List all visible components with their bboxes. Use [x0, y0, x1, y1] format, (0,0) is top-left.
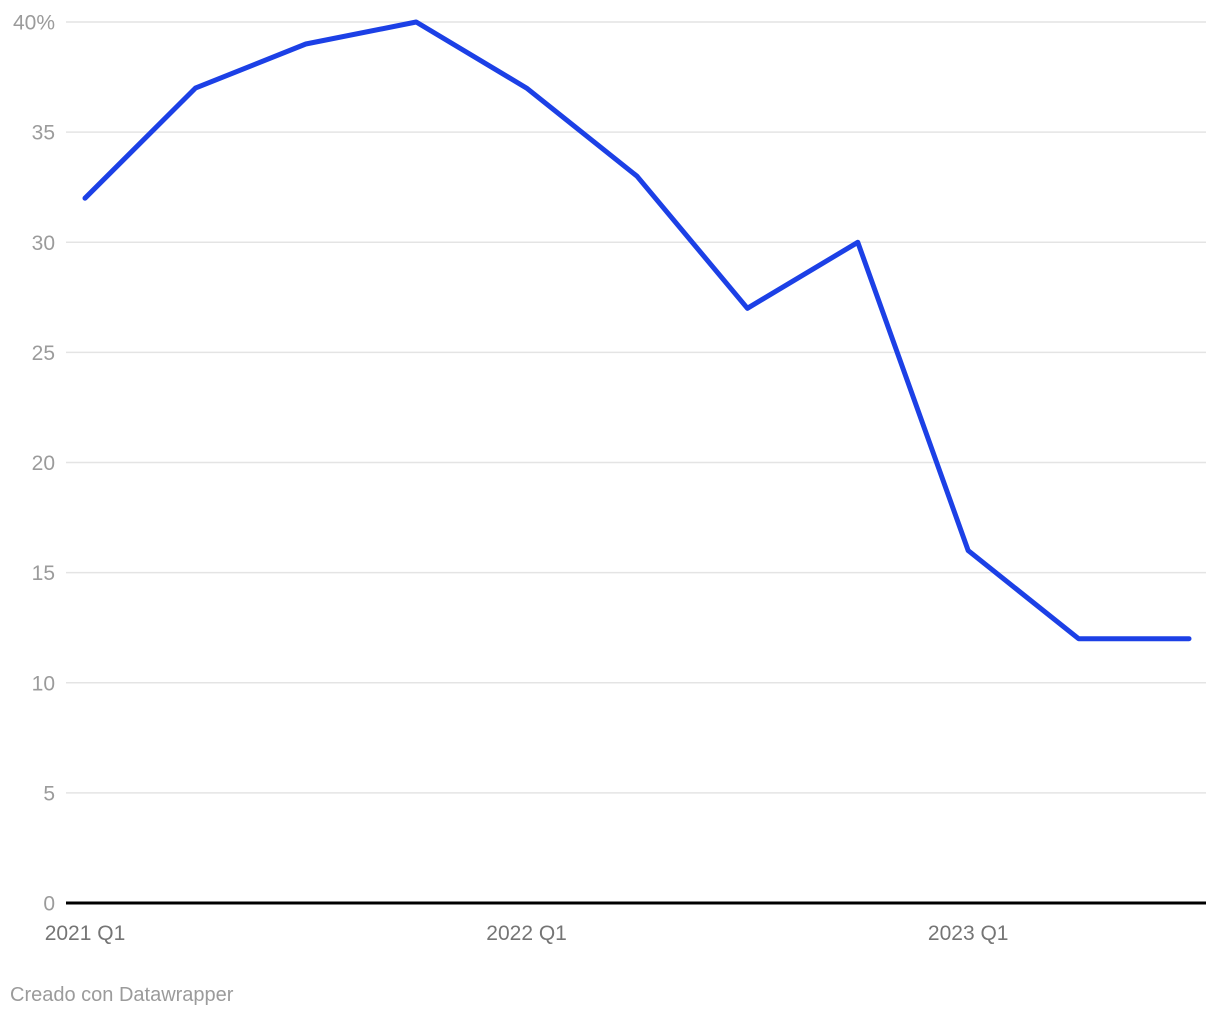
y-tick-label: 35 — [32, 122, 55, 145]
x-tick-label: 2021 Q1 — [45, 922, 126, 945]
y-tick-label: 0 — [43, 893, 55, 916]
y-tick-label: 30 — [32, 232, 55, 255]
data-series-line — [82, 19, 1192, 642]
y-tick-label: 25 — [32, 342, 55, 365]
y-tick-label: 10 — [32, 672, 55, 695]
y-tick-label: 40% — [13, 12, 55, 35]
line-chart: 0 5 10 15 20 25 30 35 40% 2021 Q1 2022 Q1 2023 Q1 — [13, 12, 1206, 945]
y-tick-label: 15 — [32, 562, 55, 585]
x-tick-label: 2023 Q1 — [928, 922, 1009, 945]
y-tick-label: 20 — [32, 452, 55, 475]
y-tick-label: 5 — [43, 782, 55, 805]
x-tick-label: 2022 Q1 — [486, 922, 567, 945]
attribution-link[interactable]: Creado con Datawrapper — [10, 984, 234, 1006]
